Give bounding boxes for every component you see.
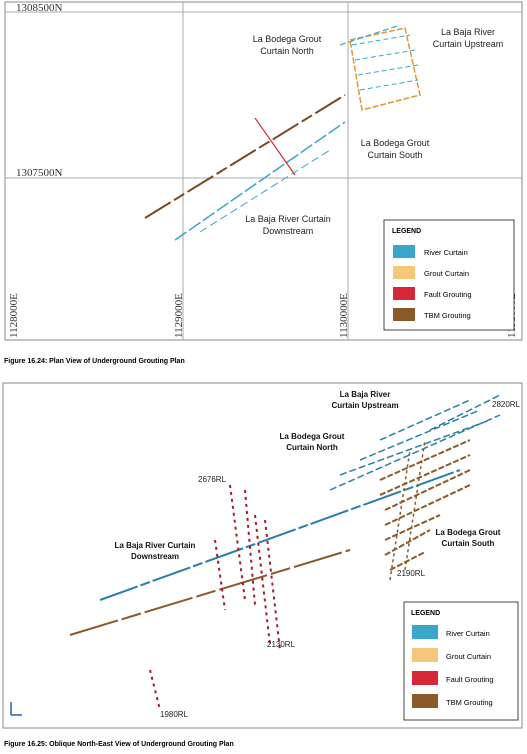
region-label: La Bodega Grout xyxy=(253,34,322,44)
easting-label: 1130000E xyxy=(338,293,350,338)
region-label: Curtain Upstream xyxy=(433,39,504,49)
legend: LEGEND River Curtain Grout Curtain Fault… xyxy=(403,601,519,721)
region-label: Downstream xyxy=(263,226,314,236)
grouting-drawing xyxy=(144,24,421,241)
level-label: 2676RL xyxy=(198,475,227,484)
easting-label: 1129000E xyxy=(173,293,185,338)
region-label: La Bodega Grout xyxy=(361,138,430,148)
region-label: Curtain South xyxy=(442,539,495,548)
legend-item: TBM Grouting xyxy=(446,698,493,707)
region-label: La Baja River Curtain xyxy=(115,541,196,550)
legend-item: River Curtain xyxy=(424,248,468,257)
legend-title: LEGEND xyxy=(392,228,421,235)
grouting-drawing xyxy=(10,394,501,716)
caption: Figure 16.25: Oblique North-East View of… xyxy=(4,741,234,748)
legend-item: River Curtain xyxy=(446,629,490,638)
legend-item: Fault Grouting xyxy=(424,290,472,299)
level-label: 2130RL xyxy=(267,640,296,649)
region-label: Curtain Upstream xyxy=(331,401,398,410)
region-label: Curtain North xyxy=(260,46,314,56)
legend-item: TBM Grouting xyxy=(424,311,471,320)
legend: LEGEND River Curtain Grout Curtain Fault… xyxy=(383,219,515,331)
legend-item: Fault Grouting xyxy=(446,675,494,684)
legend-item: Grout Curtain xyxy=(424,269,469,278)
easting-label: 1128000E xyxy=(8,293,20,338)
region-label: La Bodega Grout xyxy=(436,528,501,537)
region-label: Curtain North xyxy=(286,443,338,452)
region-label: La Baja River xyxy=(340,390,391,399)
northing-label: 1307500N xyxy=(16,167,63,179)
level-label: 2190RL xyxy=(397,569,426,578)
northing-label: 1308500N xyxy=(16,2,63,14)
figure-oblique: La Baja River Curtain Upstream La Bodega… xyxy=(2,382,523,729)
region-label: La Baja River xyxy=(441,27,495,37)
caption: Figure 16.24: Plan View of Underground G… xyxy=(4,358,185,365)
region-label: La Baja River Curtain xyxy=(245,214,331,224)
legend-title: LEGEND xyxy=(411,610,440,617)
region-label: La Bodega Grout xyxy=(280,432,345,441)
region-label: Downstream xyxy=(131,552,179,561)
level-label: 2820RL xyxy=(492,400,521,409)
legend-item: Grout Curtain xyxy=(446,652,491,661)
figure-plan: 1308500N 1307500N 1128000E 1129000E 1130… xyxy=(4,1,523,341)
level-label: 1980RL xyxy=(160,710,189,719)
region-label: Curtain South xyxy=(367,150,422,160)
